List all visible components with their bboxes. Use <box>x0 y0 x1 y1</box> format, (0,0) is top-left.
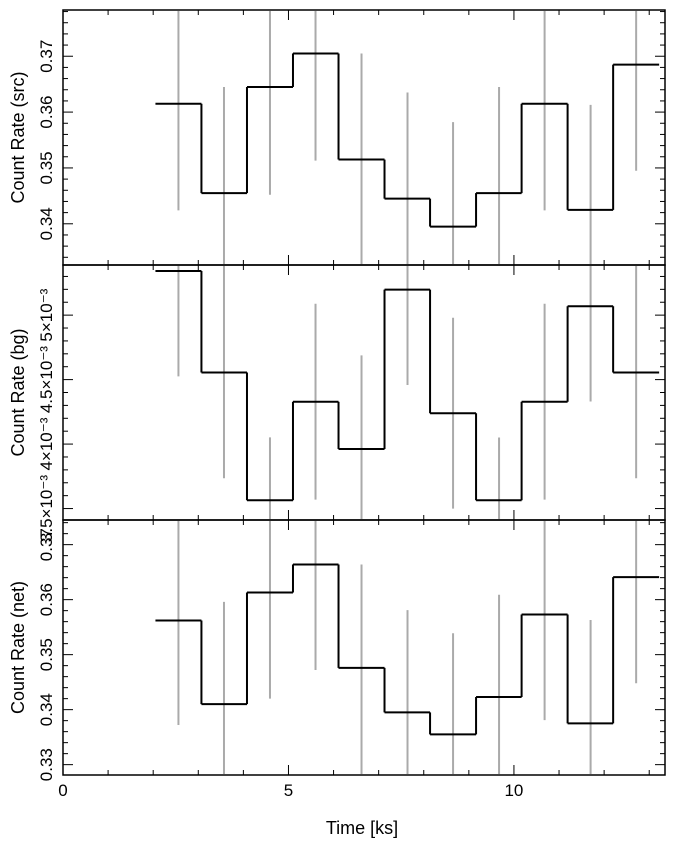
panel-frame-bg <box>62 264 666 521</box>
y-tick-label-src: 0.37 <box>37 40 56 73</box>
y-axis-title-net: Count Rate (net) <box>8 581 28 714</box>
panel-frame-src <box>62 9 666 266</box>
x-axis-title: Time [ks] <box>326 818 398 838</box>
y-tick-label-net: 0.34 <box>37 693 56 726</box>
y-tick-label-src: 0.36 <box>37 96 56 129</box>
y-tick-label-bg: 5×10⁻³ <box>37 288 56 341</box>
y-tick-label-net: 0.33 <box>37 748 56 781</box>
panel-net: 0.33 0.34 0.35 0.36 0.37 Count Rate (net) <box>8 519 666 781</box>
panel-src: 0.34 0.35 0.36 0.37 Count Rate (src) <box>8 9 666 266</box>
y-tick-label-net: 0.35 <box>37 638 56 671</box>
y-tick-label-net: 0.37 <box>37 528 56 561</box>
x-tick-label: 0 <box>58 781 67 800</box>
y-tick-label-src: 0.35 <box>37 151 56 184</box>
y-tick-label-bg: 4.5×10⁻³ <box>37 346 56 413</box>
y-tick-label-bg: 4×10⁻³ <box>37 417 56 470</box>
panel-frame-net <box>62 519 666 776</box>
y-axis-title-bg: Count Rate (bg) <box>8 328 28 456</box>
y-tick-label-src: 0.34 <box>37 207 56 240</box>
y-tick-label-net: 0.36 <box>37 583 56 616</box>
x-tick-labels: 0 5 10 <box>58 781 523 800</box>
panel-bg: 3.5×10⁻³ 4×10⁻³ 4.5×10⁻³ 5×10⁻³ Count Rate (… <box>8 264 666 542</box>
y-axis-title-src: Count Rate (src) <box>8 71 28 203</box>
y-tick-label-bg: 3.5×10⁻³ <box>37 475 56 542</box>
x-tick-label: 10 <box>504 781 523 800</box>
x-tick-label: 5 <box>284 781 293 800</box>
chart-panels: 0.34 0.35 0.36 0.37 Count Rate (src) 3.5×10⁻³… <box>8 9 666 781</box>
